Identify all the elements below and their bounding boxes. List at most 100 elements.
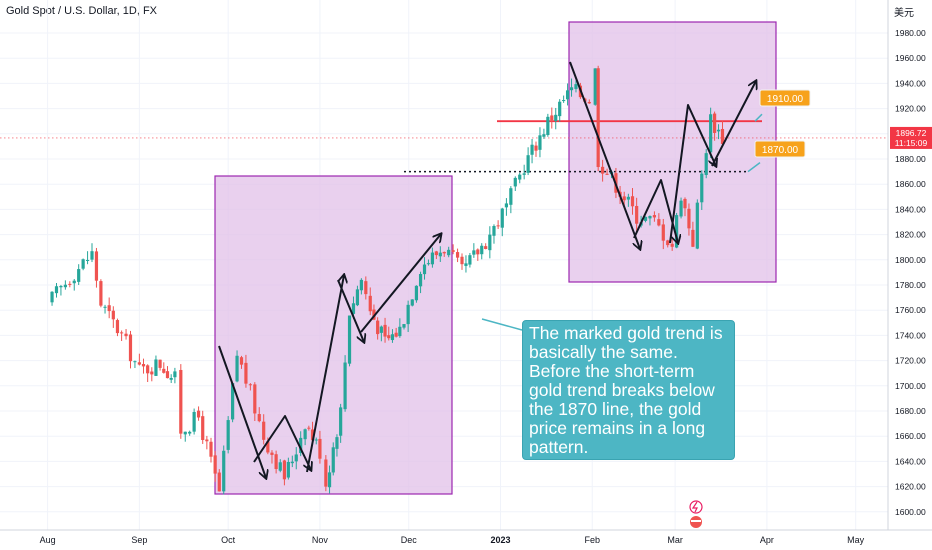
- candle-body: [492, 226, 496, 236]
- candle-body: [558, 101, 562, 117]
- candle-body: [410, 299, 414, 306]
- candle-body: [518, 174, 522, 180]
- candle-body: [274, 454, 278, 470]
- candle-body: [513, 177, 517, 187]
- candle-body: [90, 251, 94, 260]
- candle-body: [205, 439, 209, 442]
- candle-body: [231, 383, 235, 420]
- price-tick: 1620.00: [895, 482, 926, 492]
- candle-body: [107, 305, 111, 312]
- lightning-icon-path: [691, 501, 698, 513]
- candle-body: [622, 196, 626, 201]
- candle-body: [716, 129, 721, 132]
- candle-body: [691, 229, 695, 247]
- candle-body: [141, 364, 146, 367]
- candle-body: [476, 249, 480, 255]
- level-lines: [0, 120, 888, 173]
- candle-body: [137, 362, 141, 365]
- candle-body: [77, 269, 81, 282]
- trend-arrows: [218, 61, 756, 478]
- candle-body: [683, 198, 687, 209]
- price-tick: 1840.00: [895, 204, 926, 214]
- candle-body: [430, 252, 435, 265]
- price-tick: 1920.00: [895, 104, 926, 114]
- candle-body: [626, 196, 630, 200]
- candle-body: [554, 114, 558, 122]
- candle-body: [447, 249, 451, 256]
- candle-body: [318, 438, 322, 459]
- candle-body: [488, 234, 492, 251]
- candle-body: [704, 153, 708, 175]
- tradingview-icons: [689, 500, 703, 528]
- badge-connector: [754, 113, 763, 122]
- candle-body: [188, 431, 192, 434]
- candle-body: [128, 334, 133, 362]
- candle-body: [460, 256, 464, 265]
- candle-body: [661, 224, 665, 241]
- candle-body: [146, 365, 150, 374]
- level-low-label: 1870.00: [762, 145, 799, 156]
- candle-body: [133, 361, 137, 363]
- candle-body: [596, 68, 600, 168]
- candle-body: [192, 411, 196, 432]
- trend-arrow: [337, 279, 364, 342]
- time-label: May: [847, 535, 865, 545]
- candle-body: [351, 303, 356, 314]
- candle-body: [120, 332, 124, 334]
- price-tick: 1720.00: [895, 356, 926, 366]
- candle-body: [303, 429, 307, 440]
- flag-icon-stripe: [691, 520, 701, 522]
- currency-label: 美元: [894, 8, 914, 19]
- candle-body: [299, 437, 303, 453]
- level-low-label-box: [754, 140, 806, 158]
- candle-body: [530, 144, 534, 155]
- candle-body: [201, 416, 205, 441]
- analysis-callout: The marked gold trend is basically the s…: [522, 320, 735, 460]
- time-label: Aug: [40, 535, 56, 545]
- candle-body: [565, 90, 570, 100]
- time-label: Sep: [131, 535, 147, 545]
- candle-body: [666, 240, 670, 246]
- candle-body: [635, 205, 639, 224]
- candle-body: [542, 134, 546, 137]
- candle-body: [324, 459, 328, 487]
- candle-body: [165, 371, 170, 379]
- candle-body: [700, 173, 704, 203]
- time-label: Apr: [760, 535, 774, 545]
- candle-body: [587, 101, 591, 104]
- candle-body: [368, 295, 372, 312]
- candle-body: [262, 421, 266, 440]
- price-axis: 1980.001960.001940.001920.001900.001880.…: [887, 0, 932, 530]
- candle-body: [278, 462, 282, 471]
- level-badges: 1910.00 1870.00: [481, 89, 811, 331]
- candle-body: [414, 285, 419, 301]
- candle-body: [355, 289, 360, 306]
- candle-body: [50, 291, 54, 303]
- candle-body: [379, 326, 383, 333]
- candle-body: [398, 326, 402, 337]
- candle-body: [331, 447, 335, 473]
- price-tick: 1940.00: [895, 78, 926, 88]
- candle-body: [509, 188, 513, 205]
- candle-body: [115, 320, 120, 334]
- candle-body: [679, 200, 683, 217]
- candle-body: [442, 251, 446, 254]
- candle-body: [217, 472, 221, 492]
- candle-body: [569, 87, 574, 91]
- candle-body: [464, 263, 468, 266]
- candle-body: [387, 335, 391, 339]
- candle-body: [472, 250, 476, 255]
- candle-body: [522, 173, 526, 175]
- price-tick: 1780.00: [895, 280, 926, 290]
- candle-body: [222, 450, 226, 492]
- candle-body: [103, 306, 107, 308]
- price-tick: 1680.00: [895, 406, 926, 416]
- candle-body: [63, 284, 67, 288]
- candle-body: [630, 196, 635, 207]
- price-tick: 1600.00: [895, 507, 926, 517]
- candle-body: [339, 407, 343, 436]
- candle-body: [196, 410, 201, 418]
- candle-body: [169, 377, 173, 380]
- candle-body: [593, 68, 597, 105]
